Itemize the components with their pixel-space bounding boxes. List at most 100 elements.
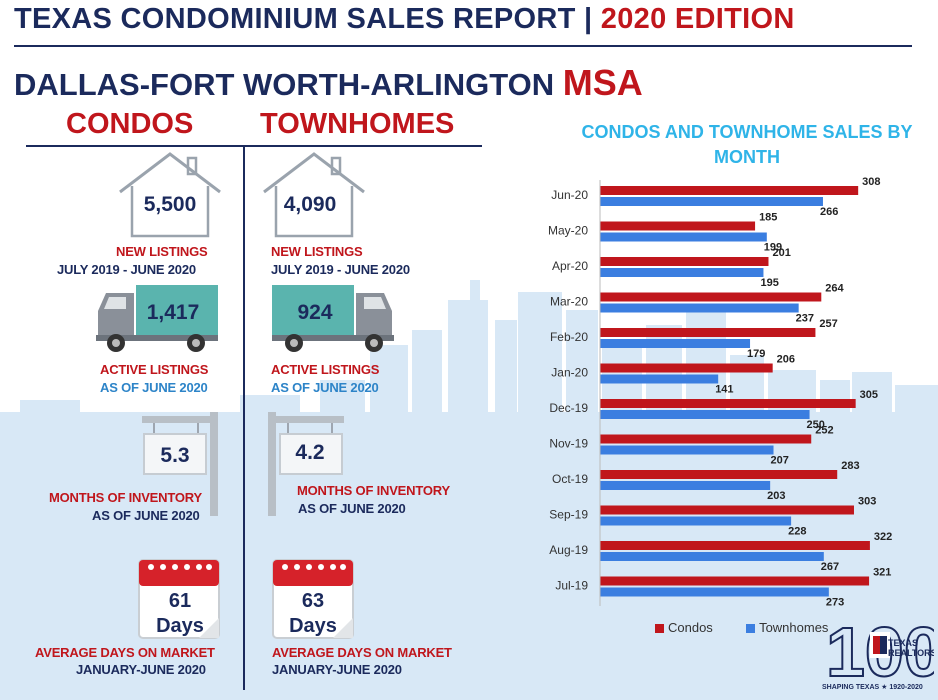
legend-condos-swatch [655,624,664,634]
category-label-nov-19: Nov-19 [549,437,588,451]
condos-value-jun-20: 308 [862,176,880,188]
condos-bar-mar-20 [600,292,822,302]
hanging-sign-icon [268,412,344,516]
hanging-sign-icon [142,412,218,516]
msa-suffix: MSA [562,62,643,103]
report-edition: 2020 EDITION [600,3,795,35]
condos-active-listings-value: 1,417 [146,301,200,324]
condos-days-unit: Days [156,615,204,637]
calendar-icon [138,559,220,639]
condos-days-period: JANUARY-JUNE 2020 [76,662,206,677]
condos-value-jul-19: 321 [873,567,891,579]
townhomes-months-inventory-period: AS OF JUNE 2020 [298,501,406,516]
category-label-jun-20: Jun-20 [551,188,588,202]
calendar-icon [272,559,354,639]
condos-bar-oct-19 [600,470,838,479]
condos-new-listings-value: 5,500 [143,193,197,216]
texas-realtors-logo: 100 TEXAS REALTORS [826,614,934,682]
condos-value-mar-20: 264 [825,283,844,295]
report-title-main: TEXAS CONDOMINIUM SALES REPORT | [14,3,601,35]
logo-tagline: SHAPING TEXAS ★ 1920-2020 [822,684,923,691]
category-label-jul-19: Jul-19 [555,579,588,593]
townhomes-value-jun-20: 266 [820,206,838,218]
townhomes-value-mar-20: 237 [796,313,814,325]
townhomes-heading: TOWNHOMES [260,108,455,140]
townhomes-days-value: 63 [301,590,325,612]
townhomes-new-listings-label: NEW LISTINGS [271,244,363,259]
condos-value-feb-20: 257 [819,318,837,330]
sales-by-month-chart: Jun-20 308 266 May-20 185 199 Apr-20 201 195 Mar-… [548,176,892,609]
townhomes-active-listings-label: ACTIVE LISTINGS [271,362,380,377]
condos-value-may-20: 185 [759,212,777,224]
condos-bar-jan-20 [600,363,773,373]
townhomes-value-may-20: 199 [764,242,782,254]
title-divider [14,45,912,47]
category-label-feb-20: Feb-20 [550,330,588,344]
townhomes-active-listings-period: AS OF JUNE 2020 [271,380,379,395]
category-label-sep-19: Sep-19 [549,508,588,522]
condos-bar-apr-20 [600,257,769,266]
townhomes-bar-apr-20 [600,268,764,277]
category-label-dec-19: Dec-19 [549,401,588,415]
condos-months-inventory-value: 5.3 [160,444,190,467]
chart-legend: Condos Townhomes [655,620,828,635]
legend-townhomes-swatch [746,624,756,634]
townhomes-value-aug-19: 267 [821,561,839,573]
townhomes-bar-may-20 [600,232,767,242]
condos-bar-sep-19 [600,505,854,515]
condos-value-nov-19: 252 [815,425,833,437]
condos-bar-dec-19 [600,399,856,408]
townhomes-months-inventory-label: MONTHS OF INVENTORY [297,483,450,498]
townhomes-days-label: AVERAGE DAYS ON MARKET [272,645,452,660]
delivery-truck-icon [272,285,394,352]
condos-days-label: AVERAGE DAYS ON MARKET [35,645,215,660]
condos-value-aug-19: 322 [874,531,892,543]
townhomes-bar-dec-19 [600,410,810,419]
report-title: TEXAS CONDOMINIUM SALES REPORT | 2020 ED… [14,3,795,36]
category-label-may-20: May-20 [548,224,588,238]
condos-heading: CONDOS [66,108,194,140]
logo-brand-line2: REALTORS [888,648,934,658]
condos-bar-nov-19 [600,434,812,444]
chart-title: CONDOS AND TOWNHOME SALES BY MONTH [581,122,913,167]
condos-value-dec-19: 305 [860,389,878,401]
townhomes-value-jan-20: 141 [715,384,733,396]
column-separator [243,146,245,690]
townhomes-days-unit: Days [289,615,337,637]
condos-days-value: 61 [168,590,192,612]
legend-condos-label: Condos [668,620,713,635]
condos-bar-aug-19 [600,541,870,550]
townhomes-bar-jul-19 [600,587,829,597]
townhomes-bar-jan-20 [600,374,719,384]
condos-active-listings-label: ACTIVE LISTINGS [100,362,209,377]
townhomes-value-sep-19: 228 [788,526,806,538]
townhomes-bar-nov-19 [600,445,774,455]
townhomes-new-listings-period: JULY 2019 - JUNE 2020 [271,262,410,277]
condos-bar-jun-20 [600,186,859,195]
logo-brand-line1: TEXAS [888,638,918,648]
condos-months-inventory-label: MONTHS OF INVENTORY [49,490,202,505]
townhomes-value-nov-19: 207 [771,455,789,467]
condos-months-inventory-period: AS OF JUNE 2020 [92,508,200,523]
columns-divider [26,145,482,147]
condos-active-listings-period: AS OF JUNE 2020 [100,380,208,395]
townhomes-bar-sep-19 [600,516,792,526]
condos-value-apr-20: 201 [772,247,790,259]
condos-new-listings-label: NEW LISTINGS [116,244,208,259]
townhomes-bar-feb-20 [600,339,751,348]
house-outline-icon [263,152,365,238]
category-label-aug-19: Aug-19 [549,543,588,557]
townhomes-bar-oct-19 [600,481,771,490]
category-label-mar-20: Mar-20 [550,295,588,309]
condos-bar-may-20 [600,221,756,231]
condos-value-oct-19: 283 [841,460,859,472]
townhomes-days-period: JANUARY-JUNE 2020 [272,662,402,677]
msa-name: DALLAS-FORT WORTH-ARLINGTON [14,67,563,102]
category-label-oct-19: Oct-19 [552,472,588,486]
townhomes-bar-jun-20 [600,197,823,206]
townhomes-value-apr-20: 195 [760,277,778,289]
condos-new-listings-period: JULY 2019 - JUNE 2020 [57,262,196,277]
category-label-jan-20: Jan-20 [551,366,588,380]
townhomes-months-inventory-value: 4.2 [295,441,325,464]
townhomes-bar-aug-19 [600,552,824,561]
